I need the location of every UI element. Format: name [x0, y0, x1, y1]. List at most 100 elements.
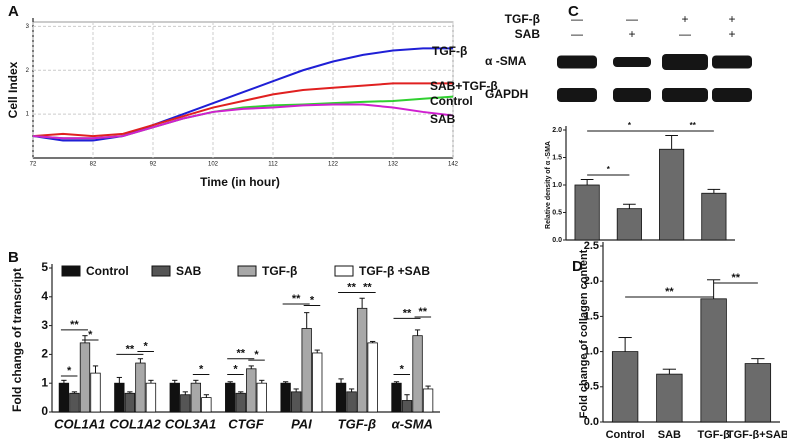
y-tick-label: 2.0	[584, 275, 599, 287]
x-tick-label: Control	[606, 429, 645, 439]
bar	[58, 382, 70, 413]
significance-label: **	[665, 286, 674, 298]
significance-label: *	[144, 340, 149, 352]
legend-label: TGF-β +SAB	[359, 264, 430, 278]
y-axis-label: Cell Index	[6, 61, 20, 118]
x-tick-label: TGF-β	[338, 416, 376, 431]
significance-label: **	[690, 121, 697, 130]
x-tick-label: SAB	[658, 429, 681, 439]
bar	[256, 382, 267, 413]
blot-band-label: α -SMA	[485, 54, 527, 68]
x-tick-label: 132	[388, 162, 399, 168]
blot-sign: —	[679, 27, 691, 41]
bar	[744, 363, 772, 423]
significance-label: **	[292, 293, 301, 305]
significance-label: **	[70, 319, 79, 331]
y-tick-label: 1.5	[552, 154, 562, 161]
y-tick-label: 3	[41, 318, 48, 332]
significance-label: **	[363, 281, 372, 293]
bar	[574, 184, 600, 241]
y-tick-label: 2.0	[552, 127, 562, 134]
significance-label: **	[403, 307, 412, 319]
blot-band-label: GAPDH	[485, 87, 528, 101]
y-tick-label: 1.0	[584, 346, 599, 358]
blot-sign: +	[728, 27, 735, 41]
blot-sign: +	[728, 12, 735, 26]
legend-swatch	[334, 265, 354, 277]
x-tick-label: TGF-β+SAB	[727, 429, 787, 439]
x-tick-label: 112	[268, 162, 278, 168]
y-tick-label: 1.5	[584, 310, 599, 322]
blot-sign: —	[571, 27, 583, 41]
blot-sign: —	[626, 12, 638, 26]
bar	[401, 400, 413, 413]
bar	[346, 391, 357, 413]
bar	[301, 328, 312, 413]
x-tick-label: 72	[30, 162, 37, 168]
panel-letter: C	[568, 3, 579, 20]
series-label: TGF-β	[432, 44, 467, 58]
legend-swatch	[151, 265, 171, 277]
bar	[656, 373, 683, 423]
legend-swatch	[237, 265, 257, 277]
y-tick-label: 0	[41, 404, 48, 418]
series-label: Control	[430, 94, 473, 108]
blot-band	[557, 88, 597, 102]
y-tick-label: 1	[41, 375, 48, 389]
panel-letter: B	[8, 249, 19, 266]
bar	[611, 351, 639, 423]
x-tick-label: TGF-β	[697, 429, 730, 439]
bar	[180, 394, 191, 413]
bar	[422, 388, 434, 413]
x-tick-label: 82	[90, 162, 97, 168]
x-tick-label: 92	[150, 162, 157, 168]
x-axis-label: Time (in hour)	[200, 175, 280, 189]
bar	[290, 391, 302, 413]
bar	[190, 382, 202, 413]
y-tick-label: 0.5	[552, 209, 562, 216]
x-tick-label: COL1A1	[54, 416, 105, 431]
significance-label: **	[731, 272, 740, 284]
x-tick-label: CTGF	[228, 416, 264, 431]
blot-band	[662, 88, 708, 102]
significance-label: **	[347, 281, 356, 293]
y-tick-label: 2	[26, 68, 30, 74]
blot-band	[712, 55, 752, 69]
series-label: SAB+TGF-β	[430, 79, 498, 93]
x-tick-label: 102	[208, 162, 219, 168]
x-tick-label: PAI	[291, 416, 312, 431]
y-tick-label: 2	[41, 347, 48, 361]
bar	[201, 397, 212, 413]
bar	[169, 382, 180, 413]
bar	[356, 307, 368, 413]
panel-letter: D	[572, 258, 583, 275]
bar	[335, 382, 347, 413]
bar	[700, 298, 727, 423]
legend-label: SAB	[176, 264, 202, 278]
blot-band	[557, 55, 597, 69]
series-line	[32, 103, 454, 140]
y-tick-label: 1.0	[552, 182, 562, 189]
blot-sign: +	[681, 12, 688, 26]
bar	[225, 382, 236, 413]
blot-band	[662, 54, 708, 70]
legend-swatch	[61, 265, 81, 277]
bar	[412, 335, 423, 413]
bar	[367, 342, 378, 413]
significance-label: *	[400, 363, 405, 375]
series-line	[32, 82, 453, 138]
y-tick-label: 2.5	[584, 240, 599, 252]
blot-band	[613, 88, 651, 102]
significance-label: *	[88, 329, 93, 341]
significance-label: *	[310, 294, 315, 306]
bar	[312, 352, 323, 413]
x-tick-label: COL3A1	[165, 416, 216, 431]
y-tick-label: 0.0	[552, 237, 562, 244]
x-tick-label: α-SMA	[392, 416, 433, 431]
bar	[135, 362, 146, 413]
y-tick-label: 4	[41, 289, 48, 303]
y-tick-label: 0.5	[584, 381, 599, 393]
y-axis-label: Relative density of α -SMA	[545, 141, 552, 229]
y-tick-label: 5	[41, 260, 48, 274]
